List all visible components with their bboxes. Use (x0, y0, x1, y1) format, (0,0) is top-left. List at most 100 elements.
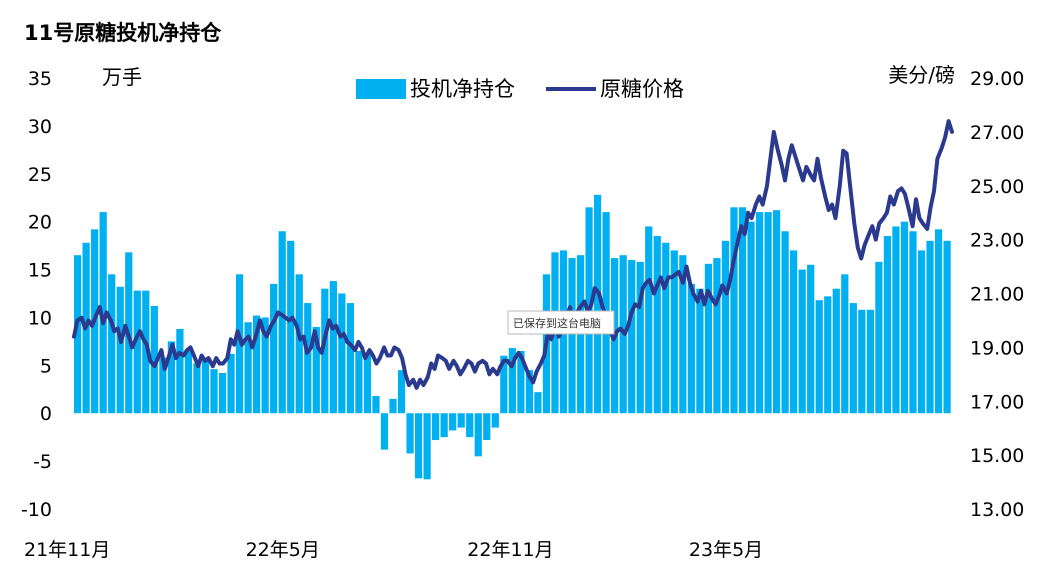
bar (397, 370, 406, 414)
bar (815, 300, 823, 414)
chart-title: 11号原糖投机净持仓 (24, 21, 222, 45)
legend-label-line: 原糖价格 (600, 77, 684, 101)
bar (772, 210, 781, 414)
bar (670, 250, 678, 414)
bar (730, 207, 738, 414)
bar (687, 283, 695, 414)
bar (517, 350, 525, 414)
bar (338, 293, 346, 414)
bar (346, 303, 354, 414)
bar (662, 242, 670, 414)
bar (466, 413, 474, 438)
legend: 投机净持仓 原糖价格 (356, 77, 684, 101)
bar (909, 231, 917, 414)
save-tooltip: 已保存到这台电脑 (507, 310, 615, 335)
bar (449, 413, 457, 431)
left-tick-label: 0 (40, 403, 52, 425)
bar (457, 413, 465, 428)
bar (934, 229, 943, 414)
right-axis-unit: 美分/磅 (888, 63, 955, 87)
bar (883, 236, 892, 414)
bar (108, 274, 116, 414)
left-axis-unit: 万手 (102, 65, 142, 89)
bar (636, 261, 644, 414)
bar (406, 413, 414, 454)
bar (764, 212, 772, 414)
bar (176, 328, 184, 414)
right-axis-ticks: 29.00 27.00 25.00 23.00 21.00 19.00 17.00 15.00… (970, 68, 1024, 521)
bar (253, 315, 261, 414)
bar (738, 207, 747, 414)
bar (917, 250, 926, 414)
bar (184, 350, 193, 414)
bar (849, 303, 857, 414)
bar (926, 240, 934, 414)
bar (500, 355, 508, 414)
bar (295, 274, 303, 414)
right-tick-label: 29.00 (970, 68, 1024, 90)
bar (704, 263, 713, 414)
bar (866, 309, 874, 414)
bar (474, 413, 482, 457)
bar (807, 264, 815, 414)
bar (568, 258, 576, 414)
bar (304, 303, 312, 414)
bar (875, 261, 883, 414)
bar (525, 370, 534, 414)
right-tick-label: 17.00 (970, 391, 1024, 413)
bar (824, 296, 832, 414)
save-tooltip-box (507, 310, 615, 335)
x-tick-label: 22年11月 (467, 539, 553, 561)
bar (483, 413, 491, 441)
bar (414, 413, 423, 479)
bar (832, 288, 840, 414)
bar (312, 327, 320, 414)
bar (900, 221, 909, 414)
left-tick-label: 10 (28, 307, 52, 329)
bar (713, 258, 721, 414)
bar (218, 373, 227, 414)
bar (534, 392, 542, 414)
bar (423, 413, 431, 480)
bar (355, 350, 363, 414)
bar (210, 369, 218, 414)
bar (790, 250, 798, 414)
bar (755, 212, 764, 414)
price-line (72, 119, 954, 390)
bar (798, 269, 806, 414)
right-tick-label: 25.00 (970, 176, 1024, 198)
bar-series (74, 194, 951, 480)
bar (653, 236, 661, 414)
left-tick-label: -10 (21, 499, 52, 521)
legend-swatch-bars (356, 79, 406, 99)
right-tick-label: 23.00 (970, 230, 1024, 252)
bar (278, 231, 286, 414)
left-tick-label: -5 (33, 451, 52, 473)
bar (372, 395, 380, 414)
bar (593, 194, 602, 414)
bar (261, 317, 269, 414)
x-tick-label: 22年5月 (246, 539, 320, 561)
x-axis-ticks: 21年11月 22年5月 22年11月 23年5月 (24, 539, 763, 561)
left-axis-ticks: 35 30 25 20 15 10 5 0 -5 -10 (21, 68, 52, 521)
left-tick-label: 5 (40, 355, 52, 377)
legend-label-bars: 投机净持仓 (410, 77, 515, 101)
right-tick-label: 15.00 (970, 445, 1024, 467)
bar (133, 290, 141, 414)
bar (287, 240, 295, 414)
bar (721, 240, 730, 414)
bar (892, 226, 900, 414)
left-tick-label: 20 (28, 212, 52, 234)
bar (491, 413, 499, 428)
right-tick-label: 19.00 (970, 337, 1024, 359)
save-tooltip-text: 已保存到这台电脑 (513, 316, 601, 330)
bar (99, 212, 107, 414)
bar (781, 231, 789, 414)
bar (363, 353, 372, 414)
left-tick-label: 15 (28, 260, 52, 282)
left-tick-label: 25 (28, 164, 52, 186)
bar (628, 259, 636, 414)
bar (74, 255, 82, 414)
bar (116, 286, 124, 414)
right-tick-label: 13.00 (970, 499, 1024, 521)
